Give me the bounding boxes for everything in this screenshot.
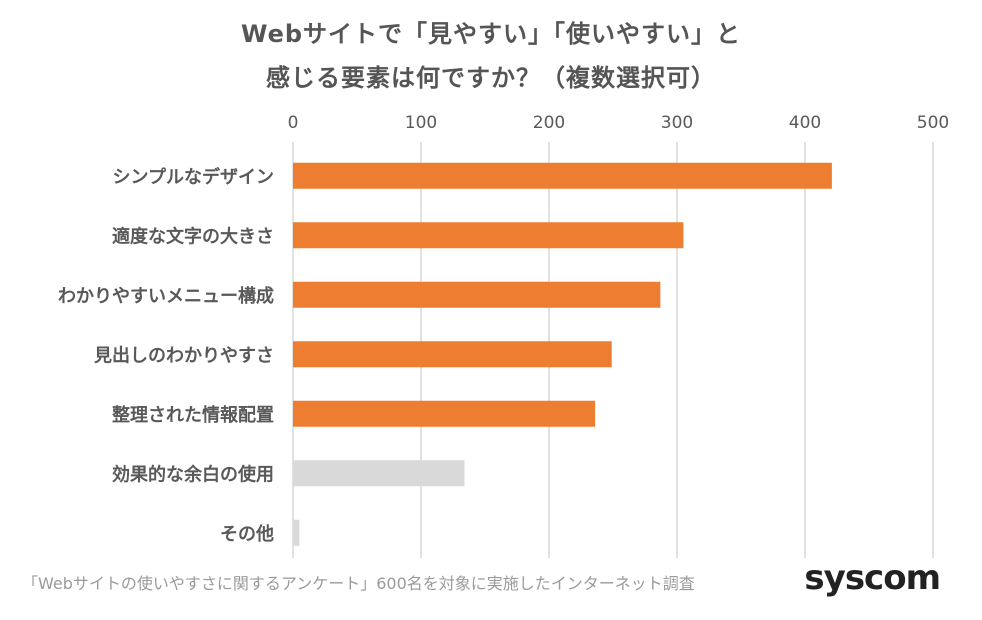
x-tick-label: 200 xyxy=(533,113,565,133)
bar xyxy=(293,460,465,487)
x-axis-ticks: 0 100 200 300 400 500 xyxy=(288,113,950,133)
bar xyxy=(293,222,684,249)
x-tick-label: 300 xyxy=(661,113,693,133)
x-tick-label: 400 xyxy=(789,113,821,133)
category-labels: シンプルなデザイン適度な文字の大きさわかりやすいメニュー構成見出しのわかりやすさ… xyxy=(58,166,274,545)
category-label: 適度な文字の大きさ xyxy=(112,225,274,247)
bar xyxy=(293,400,596,427)
x-tick-label: 100 xyxy=(405,113,437,133)
category-label: その他 xyxy=(220,523,274,545)
x-tick-label: 500 xyxy=(917,113,949,133)
chart-title-line2: 感じる要素は何ですか？（複数選択可） xyxy=(266,64,716,92)
category-label: シンプルなデザイン xyxy=(113,166,274,188)
bar xyxy=(293,519,300,546)
x-tick-label: 0 xyxy=(288,113,299,133)
bars xyxy=(293,162,832,546)
bar xyxy=(293,281,661,308)
source-note: 「Webサイトの使いやすさに関するアンケート」600名を対象に実施したインターネ… xyxy=(22,574,695,593)
brand-logo: syscom xyxy=(804,558,941,598)
bar xyxy=(293,162,832,189)
category-label: 効果的な余白の使用 xyxy=(112,463,274,485)
category-label: 整理された情報配置 xyxy=(111,404,274,426)
bar xyxy=(293,341,612,368)
category-label: わかりやすいメニュー構成 xyxy=(58,285,274,307)
chart-title-line1: Webサイトで「見やすい」「使いやすい」と xyxy=(240,20,742,48)
category-label: 見出しのわかりやすさ xyxy=(93,344,274,366)
